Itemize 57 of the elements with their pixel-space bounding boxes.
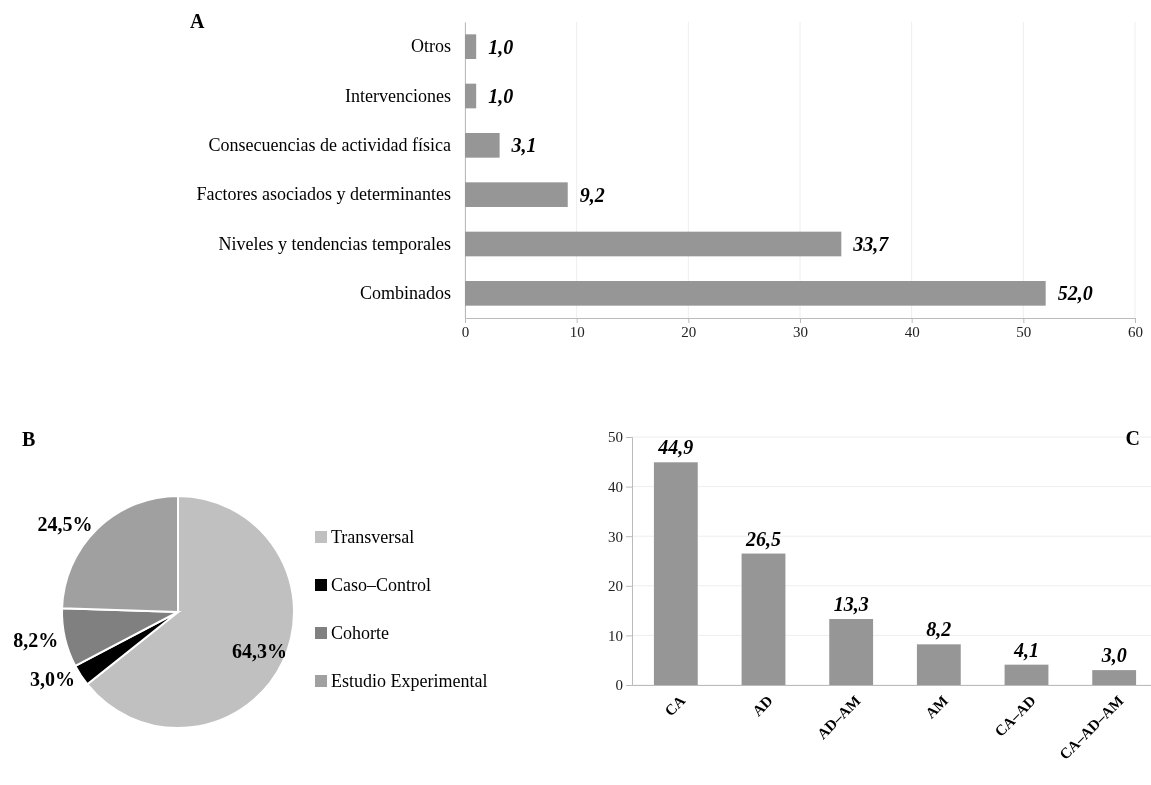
data-label: 52,0: [1057, 282, 1093, 305]
bar: [465, 34, 477, 59]
text: A: [190, 10, 205, 32]
data-label: 26,5: [745, 527, 781, 550]
y-tick-label: 20: [608, 578, 623, 595]
data-label: 9,2: [579, 183, 605, 206]
x-tick-label: 30: [793, 323, 808, 340]
x-tick-label: 20: [681, 323, 697, 340]
bar: [465, 133, 500, 158]
x-tick-label: AD: [749, 692, 776, 720]
data-label: 24,5%: [37, 512, 93, 535]
y-tick-label: 50: [608, 429, 623, 446]
y-tick-label: Factores asociados y determinantes: [196, 184, 451, 205]
x-tick-label: AM: [922, 692, 952, 722]
bar: [741, 553, 786, 685]
x-tick-label: CA: [661, 692, 689, 720]
data-label: 33,7: [852, 233, 890, 255]
data-label: 3,0%: [30, 668, 76, 691]
y-tick-label: 30: [608, 528, 623, 545]
data-label: 8,2: [926, 618, 952, 641]
legend-label: Caso–Control: [331, 575, 432, 596]
y-tick-label: Intervenciones: [345, 85, 451, 106]
data-label: 3,1: [510, 134, 537, 157]
data-label: 44,9: [657, 436, 694, 459]
x-tick-label: 60: [1128, 323, 1143, 340]
data-label: 4,1: [1013, 638, 1039, 661]
y-tick-label: Niveles y tendencias temporales: [218, 233, 451, 254]
x-tick-label: 10: [569, 323, 585, 340]
chart-title: B: [22, 428, 36, 450]
data-label: 1,0: [488, 85, 514, 107]
data-label: 1,0: [488, 35, 514, 58]
data-label: 64,3%: [232, 640, 287, 663]
legend-label: Transversal: [331, 527, 415, 548]
bar: [916, 644, 961, 685]
bar: [465, 231, 842, 257]
bar: [1092, 670, 1137, 685]
y-tick-label: Otros: [411, 36, 451, 57]
data-label: 3,0: [1100, 644, 1127, 667]
data-label: 13,3: [833, 593, 869, 616]
y-tick-label: Consecuencias de actividad física: [208, 135, 452, 156]
bar: [829, 619, 874, 685]
bar: [465, 281, 1046, 306]
y-tick-label: Combinados: [359, 283, 451, 304]
x-tick-label: 40: [904, 323, 920, 340]
bar: [465, 182, 568, 207]
bar: [465, 83, 477, 109]
y-tick-label: 10: [608, 627, 623, 644]
data-label: 8,2%: [13, 628, 59, 651]
x-tick-label: 50: [1016, 323, 1032, 340]
bar: [653, 462, 698, 685]
y-tick-label: 40: [608, 478, 623, 495]
x-tick-label: 0: [461, 323, 470, 340]
y-tick-label: 0: [615, 677, 623, 694]
chart-title: C: [1125, 427, 1140, 449]
bar: [1004, 664, 1049, 685]
legend-label: Estudio Experimental: [331, 671, 488, 692]
legend-label: Cohorte: [331, 623, 389, 644]
